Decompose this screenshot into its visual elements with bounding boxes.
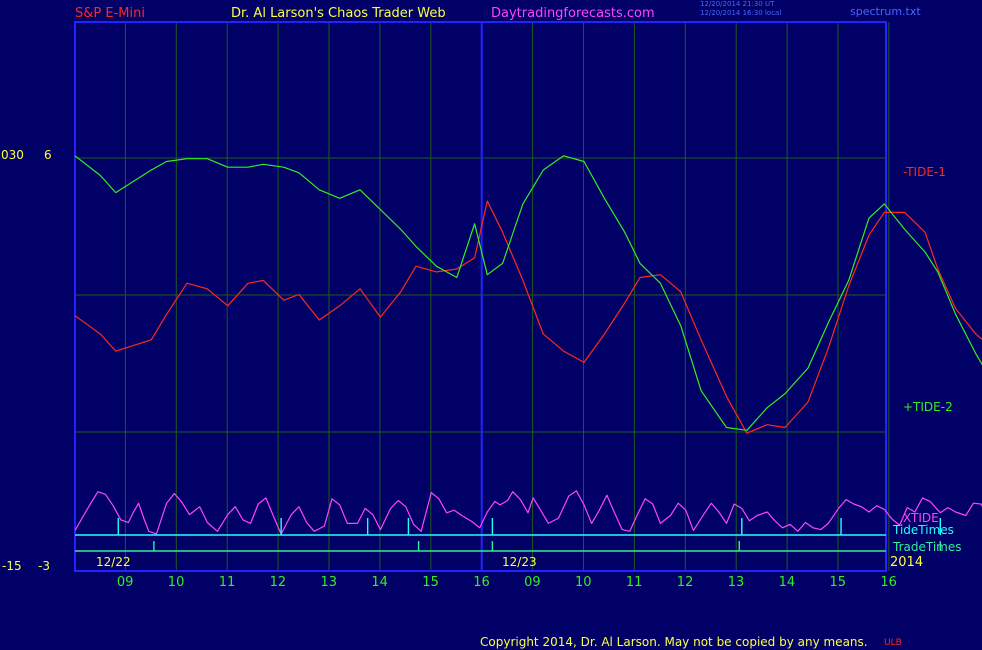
tidetimes-label: TideTimes (893, 523, 954, 537)
symbol-title: S&P E-Mini (75, 6, 145, 21)
tide1-line (74, 200, 982, 434)
copyright: Copyright 2014, Dr. Al Larson. May not b… (480, 635, 868, 649)
x-tick-label-12: 13 (727, 575, 745, 590)
tide1-label: -TIDE-1 (903, 165, 946, 179)
x-tick-label-2: 11 (218, 575, 236, 590)
plot-frame (74, 21, 887, 572)
date-label-1222: 12/22 (96, 555, 131, 569)
x-tick-label-11: 12 (676, 575, 694, 590)
x-tick-label-5: 14 (371, 575, 388, 590)
x-tick-label-9: 10 (575, 575, 592, 590)
x-tick-label-1: 10 (167, 575, 185, 590)
y-label-bottom-b: -3 (38, 559, 50, 573)
x-tick-label-4: 13 (320, 575, 338, 590)
y-label-top-a: 030 (1, 148, 24, 162)
tide2-line (74, 155, 982, 431)
author-title: Dr. Al Larson's Chaos Trader Web (231, 6, 446, 21)
y-label-bottom-a: -15 (2, 559, 22, 573)
x-tick-label-0: 09 (116, 575, 134, 590)
x-tick-label-15: 16 (880, 575, 897, 590)
tradetimes-label: TradeTimes (893, 540, 962, 554)
x-tick-label-8: 09 (524, 575, 541, 590)
x-tick-label-3: 12 (269, 575, 287, 590)
xtide-line (74, 490, 982, 535)
y-label-top-b: 6 (44, 148, 52, 162)
timestamp-ut: 12/20/2014 21:30 UT (700, 0, 775, 8)
x-tick-label-6: 15 (422, 575, 439, 590)
timestamp-local: 12/20/2014 16:30 local (700, 9, 782, 17)
xtide-label: XTIDE (903, 511, 939, 525)
x-tick-label-14: 15 (829, 575, 847, 590)
file-name: spectrum.txt (850, 5, 921, 18)
grid (75, 22, 890, 571)
tide2-label: +TIDE-2 (903, 400, 953, 414)
x-tick-label-13: 14 (778, 575, 796, 590)
year-label: 2014 (890, 555, 924, 570)
site-link[interactable]: Daytradingforecasts.com (491, 6, 655, 21)
x-tick-label-10: 11 (625, 575, 643, 590)
series-layer (74, 155, 982, 552)
date-label-1223: 12/23 (502, 555, 537, 569)
x-tick-label-7: 16 (473, 575, 490, 590)
ulb-mark: ULB (884, 638, 902, 648)
